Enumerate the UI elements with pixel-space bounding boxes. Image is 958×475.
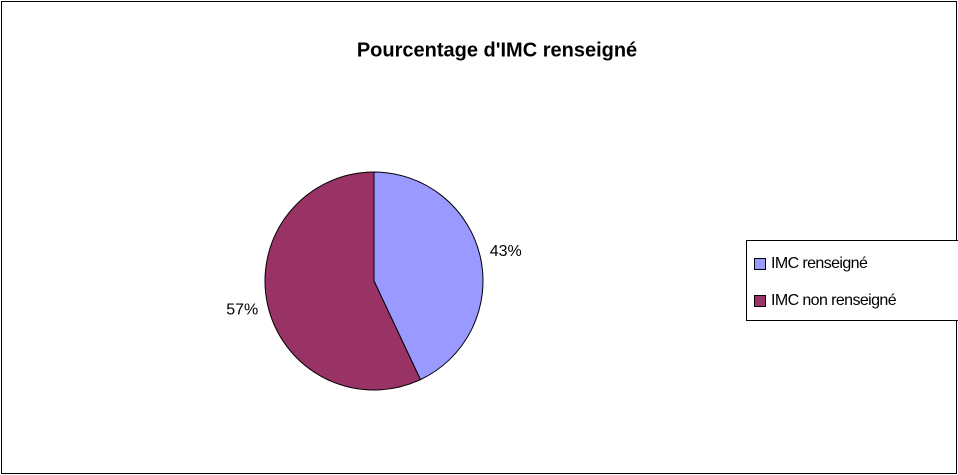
legend-swatch xyxy=(754,295,766,307)
legend-box xyxy=(746,240,958,321)
legend-swatch xyxy=(754,258,766,270)
legend-label: IMC renseigné xyxy=(771,255,868,272)
chart-title: Pourcentage d'IMC renseigné xyxy=(357,39,637,61)
pie-slice xyxy=(264,171,422,391)
legend-label: IMC non renseigné xyxy=(771,292,897,309)
data-label: 57% xyxy=(226,302,258,319)
data-label: 43% xyxy=(490,243,522,260)
pie-slice xyxy=(373,171,484,381)
